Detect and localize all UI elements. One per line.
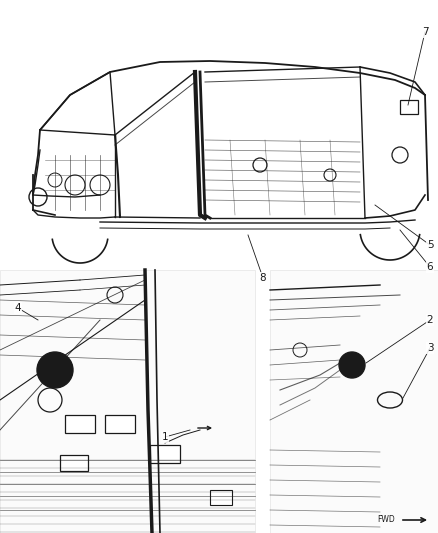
Bar — [400, 100, 418, 114]
Text: 6: 6 — [427, 262, 433, 272]
Text: 4: 4 — [15, 303, 21, 313]
Bar — [105, 415, 135, 433]
Circle shape — [339, 352, 365, 378]
Bar — [0, 270, 255, 533]
Bar — [150, 445, 180, 463]
Text: FWD: FWD — [377, 515, 395, 524]
Text: 5: 5 — [427, 240, 433, 250]
Text: 7: 7 — [422, 27, 428, 37]
Circle shape — [37, 352, 73, 388]
Bar — [60, 455, 88, 471]
Bar — [65, 415, 95, 433]
Text: 3: 3 — [427, 343, 433, 353]
Text: 2: 2 — [427, 315, 433, 325]
Text: 8: 8 — [260, 273, 266, 283]
Bar — [270, 270, 438, 533]
Bar — [210, 490, 232, 505]
Text: 1: 1 — [162, 432, 168, 442]
